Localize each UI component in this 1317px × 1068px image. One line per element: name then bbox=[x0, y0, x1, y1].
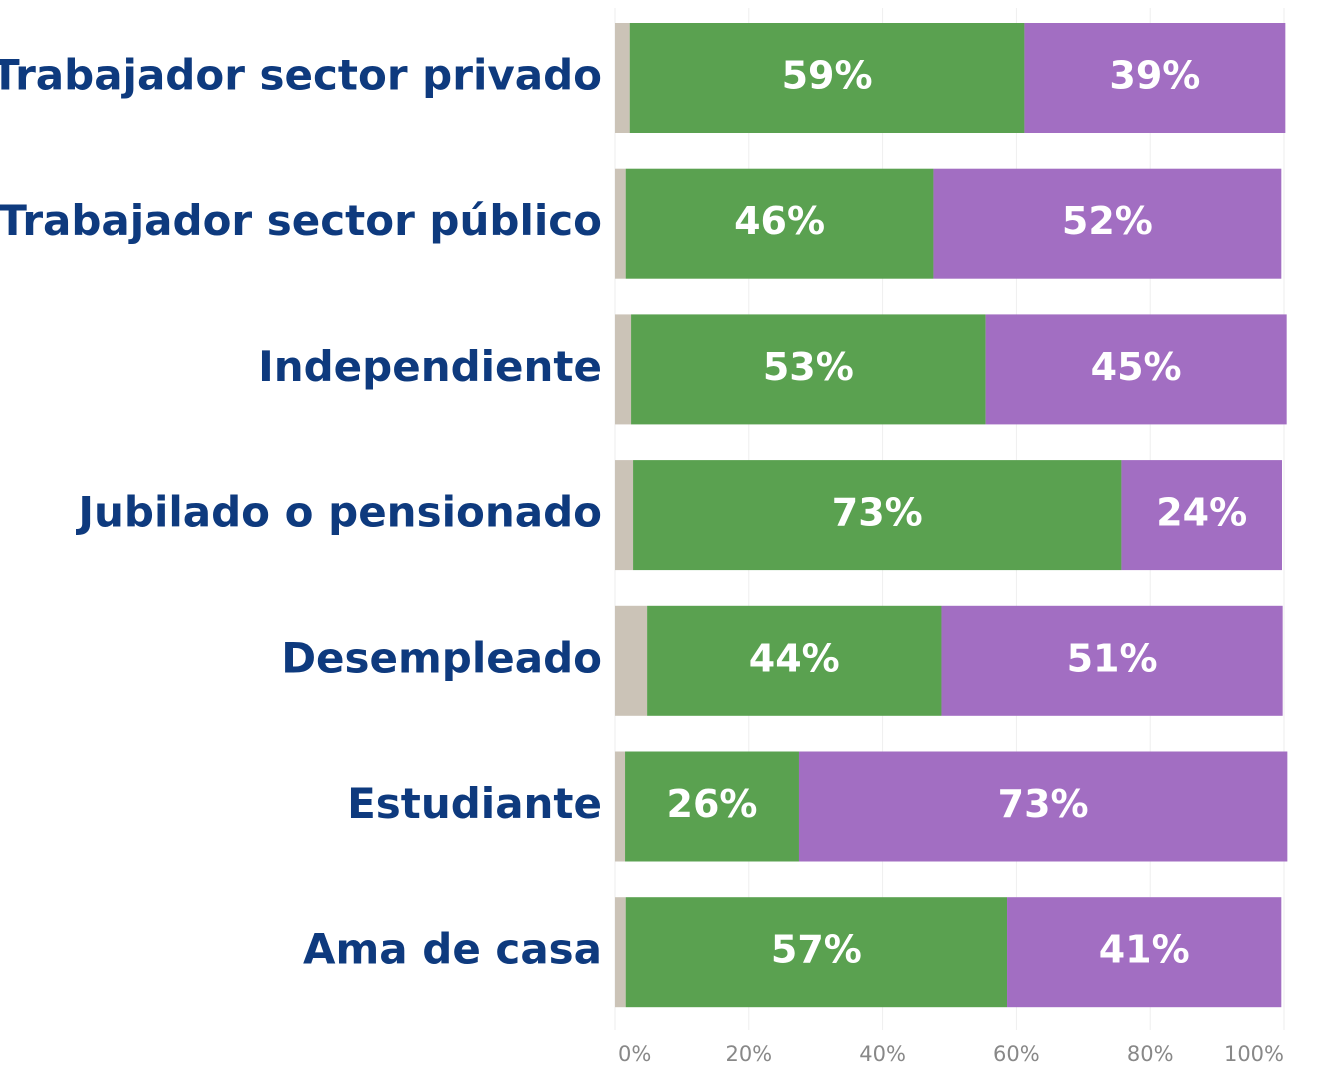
bar-segment bbox=[615, 605, 648, 716]
bar-segment bbox=[625, 751, 799, 862]
value-label: 52% bbox=[1062, 199, 1153, 243]
bar-segment bbox=[1007, 897, 1282, 1008]
x-tick-label: 100% bbox=[1224, 1042, 1284, 1066]
bar-segment bbox=[1024, 23, 1286, 133]
bar-segment bbox=[633, 460, 1122, 571]
bar-segment bbox=[615, 314, 632, 425]
value-label: 53% bbox=[763, 345, 854, 389]
category-label: Jubilado o pensionado bbox=[75, 488, 602, 537]
bar-segment bbox=[933, 168, 1282, 279]
value-label: 73% bbox=[832, 491, 923, 535]
value-label: 39% bbox=[1109, 54, 1200, 98]
value-label: 46% bbox=[734, 199, 825, 243]
bar-segment bbox=[615, 751, 626, 862]
x-tick-label: 60% bbox=[993, 1042, 1040, 1066]
value-label: 26% bbox=[667, 782, 758, 826]
category-label: Trabajador sector público bbox=[0, 196, 602, 245]
bar-segment bbox=[1121, 460, 1282, 571]
bar-segment bbox=[631, 314, 986, 425]
bar-segment bbox=[629, 23, 1025, 133]
bar-segment bbox=[615, 897, 626, 1008]
bar-segment bbox=[625, 168, 934, 279]
value-label: 24% bbox=[1156, 491, 1247, 535]
bar-segment bbox=[941, 605, 1283, 716]
bar-segment bbox=[985, 314, 1287, 425]
value-label: 41% bbox=[1099, 928, 1190, 972]
value-label: 73% bbox=[998, 782, 1089, 826]
bar-segment bbox=[647, 605, 942, 716]
category-label: Independiente bbox=[258, 342, 602, 391]
value-label: 51% bbox=[1067, 636, 1158, 680]
category-label: Ama de casa bbox=[303, 925, 602, 974]
bar-segment bbox=[615, 460, 634, 571]
bar-segment bbox=[615, 168, 626, 279]
category-label: Trabajador sector privado bbox=[0, 51, 602, 100]
x-tick-label: 0% bbox=[618, 1042, 651, 1066]
value-label: 59% bbox=[782, 54, 873, 98]
bar-segment bbox=[798, 751, 1288, 862]
category-label: Desempleado bbox=[281, 633, 602, 682]
value-label: 57% bbox=[771, 928, 862, 972]
bar-segment bbox=[615, 23, 630, 133]
value-label: 45% bbox=[1091, 345, 1182, 389]
x-tick-label: 80% bbox=[1127, 1042, 1174, 1066]
x-tick-label: 20% bbox=[725, 1042, 772, 1066]
x-tick-label: 40% bbox=[859, 1042, 906, 1066]
category-label: Estudiante bbox=[347, 779, 602, 828]
value-label: 44% bbox=[749, 636, 840, 680]
bar-segment bbox=[625, 897, 1008, 1008]
